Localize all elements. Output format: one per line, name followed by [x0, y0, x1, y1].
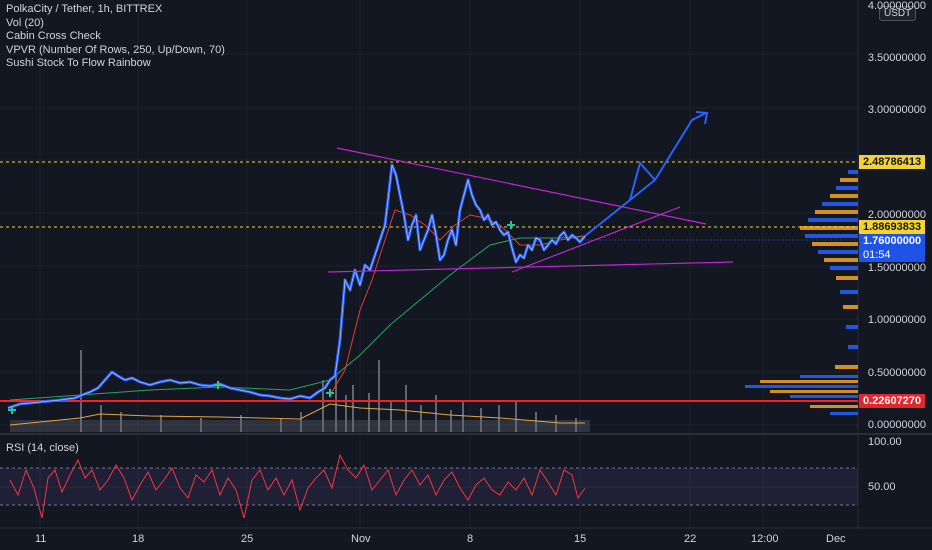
- time-axis-label: 22: [684, 533, 697, 545]
- volume-ma-line: [9, 403, 585, 426]
- legend-indicator-vpvr[interactable]: VPVR (Number Of Rows, 250, Up/Down, 70): [6, 43, 225, 56]
- rsi-line: [9, 453, 586, 519]
- price-axis-label: 0.50000000: [867, 367, 926, 379]
- last-price-tag: 1.76000000: [859, 234, 925, 248]
- arrow-head-icon: [695, 111, 709, 125]
- chart-legend: PolkaCity / Tether, 1h, BITTREX Vol (20)…: [6, 3, 225, 71]
- upper-trendline: [336, 147, 707, 225]
- vpvr-histogram: [745, 170, 858, 415]
- grid-lines: [0, 0, 858, 530]
- support-price-tag: 0.22607270: [859, 394, 925, 408]
- time-axis-label: 11: [35, 533, 47, 545]
- time-axis-label: Dec: [826, 533, 846, 545]
- cross-marker-icon: [8, 221, 515, 414]
- rsi-scale-label: 50.00: [868, 481, 896, 493]
- rsi-legend[interactable]: RSI (14, close): [6, 442, 79, 454]
- time-axis-label: 8: [467, 533, 474, 545]
- base-trendline: [327, 261, 734, 273]
- symbol-title[interactable]: PolkaCity / Tether, 1h, BITTREX: [6, 3, 163, 15]
- price-axis-label: 3.50000000: [867, 52, 926, 64]
- resistance-price-tag: 2.48786413: [859, 155, 925, 169]
- mid-price-tag: 1.88693833: [859, 220, 925, 234]
- price-axis-label: 4.00000000: [867, 0, 926, 12]
- price-axis-label: 3.00000000: [867, 104, 926, 116]
- price-axis-label: 1.50000000: [867, 262, 926, 274]
- time-axis-label: 18: [132, 533, 145, 545]
- lower-trendline: [511, 206, 681, 273]
- legend-vol[interactable]: Vol (20): [6, 16, 44, 29]
- bar-countdown: 01:54: [859, 248, 925, 262]
- price-axis-label: 2.00000000: [867, 209, 926, 221]
- projection-path: [584, 112, 707, 237]
- currency-button[interactable]: USDT: [879, 6, 917, 21]
- time-axis-label: 15: [574, 533, 587, 545]
- time-axis-label: Nov: [351, 533, 371, 545]
- volume-bars: [10, 350, 590, 432]
- legend-indicator-rainbow[interactable]: Sushi Stock To Flow Rainbow: [6, 57, 151, 69]
- rsi-scale-label: 100.00: [868, 436, 902, 448]
- ma-green-line: [9, 235, 586, 401]
- time-axis-label: 12:00: [751, 533, 779, 545]
- price-axis-label: 0.00000000: [867, 419, 926, 431]
- price-axis-label: 1.00000000: [867, 314, 926, 326]
- legend-indicator-cabin[interactable]: Cabin Cross Check: [6, 30, 101, 42]
- time-axis-label: 25: [241, 533, 254, 545]
